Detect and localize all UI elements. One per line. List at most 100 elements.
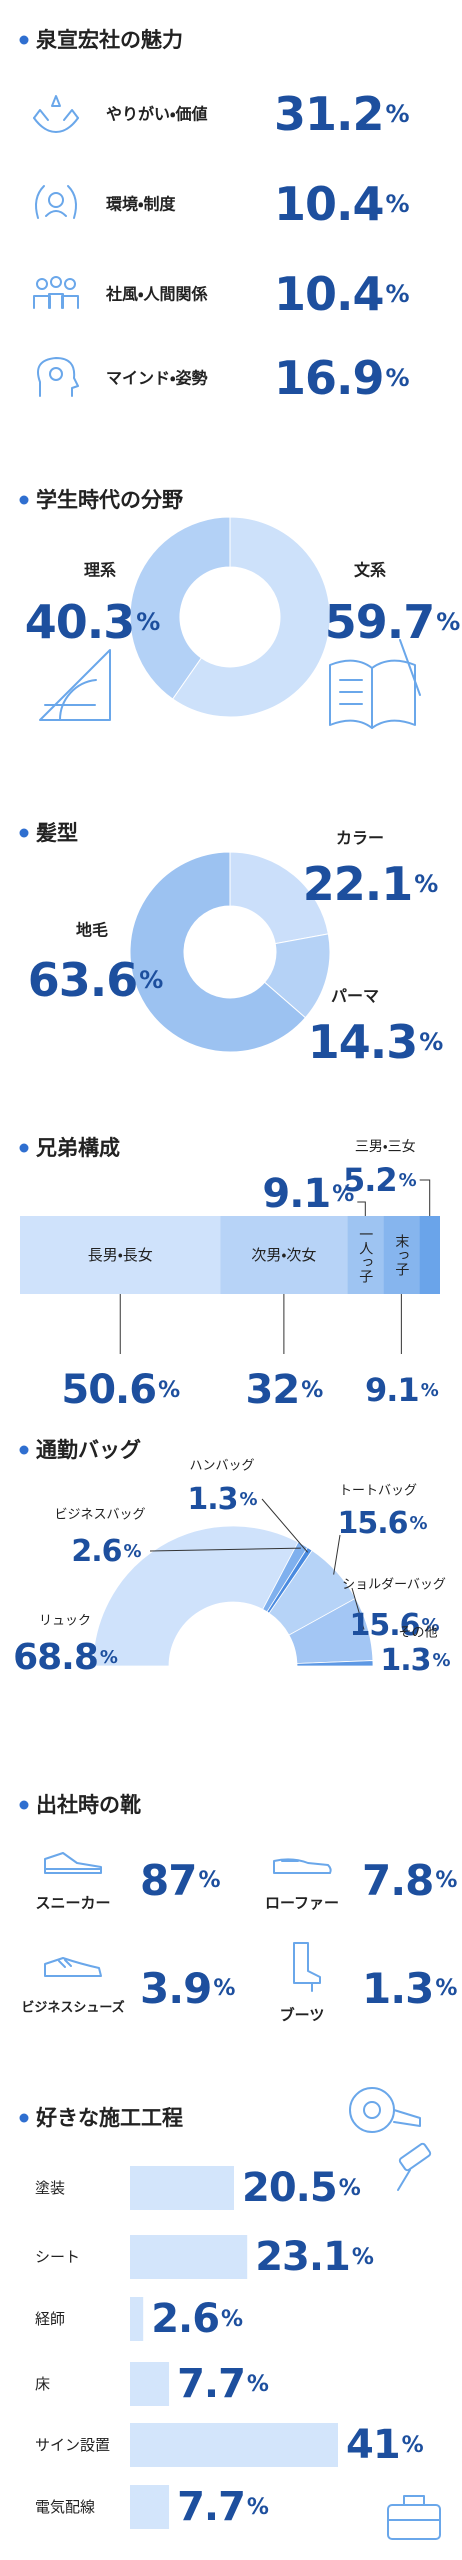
value-label: 1.3% [362,1964,457,2013]
donut-segment [129,516,231,700]
leader-line [149,1547,301,1552]
category-label: 理系 [84,561,116,580]
icon-part [64,278,76,290]
category-label: 三男・三女 [355,1139,416,1155]
icon-protractor [39,649,111,721]
category-label: 環境・制度 [106,195,176,214]
value-label: 15.6% [349,1608,439,1643]
header-dot [19,35,29,45]
category-label: 社風・人間関係 [105,285,208,304]
icon-toolbox [387,2495,441,2540]
section-title: 学生時代の分野 [36,488,183,512]
icon-book [329,639,421,729]
category-label: 経師 [35,2310,65,2328]
category-label: 文系 [354,561,386,580]
section-title: 泉宣宏社の魅力 [36,28,183,52]
value-label: 9.1% [262,1171,354,1217]
category-label: ビジネスバッグ [54,1508,145,1523]
category-label: サイン設置 [35,2436,110,2454]
value-label: 15.6% [337,1506,427,1541]
value-label: 2.6% [151,2296,243,2342]
leader-line [261,1498,309,1553]
bar [130,2423,338,2467]
leader-line [419,1179,431,1216]
category-label: 一人っ子 [357,1227,373,1284]
category-label: 次男・次女 [251,1246,316,1264]
value-label: 16.9% [274,351,410,405]
header-dot [19,2113,29,2123]
category-label: ショルダーバッグ [342,1578,446,1593]
value-label: 87% [140,1856,220,1905]
icon-part [49,367,63,381]
bar [130,2235,248,2279]
section-title: 好きな施工工程 [36,2106,183,2130]
icon [37,357,79,397]
icon-part [63,109,79,121]
icon [33,276,79,309]
category-label: カラー [336,829,384,848]
category-label: 塗装 [35,2179,65,2197]
icon-part [35,185,45,219]
icon-part [273,1858,332,1874]
bar [130,2362,170,2406]
icon-part [33,117,79,133]
category-label: やりがい・価値 [106,105,207,124]
category-label: ハンバッグ [189,1459,254,1474]
icon-part [45,210,67,217]
icon-part [44,1852,102,1874]
category-label: 地毛 [76,921,108,940]
icon [44,1852,102,1874]
leader-line [351,1587,365,1630]
donut-segment [263,933,331,1019]
value-label: 7.7% [177,2484,269,2530]
icon-part [51,95,61,107]
category-label: ブーツ [280,2006,325,2024]
category-label: 末っ子 [393,1234,409,1277]
donut-segment [172,516,331,718]
icon-part [50,276,62,288]
value-label: 23.1% [255,2234,374,2280]
icon [44,1957,102,1977]
donut-segment [129,851,307,1053]
header-dot [19,828,29,838]
header-dot [19,1445,29,1455]
value-label: 22.1% [303,857,439,911]
bar [130,2485,170,2529]
value-label: 5.2% [343,1161,417,1199]
icon-part [48,293,64,309]
value-label: 10.4% [274,177,410,231]
value-label: 40.3% [25,595,161,649]
donut-segment [229,851,329,945]
icon-part [58,1959,72,1968]
value-label: 1.3% [380,1643,450,1678]
category-label: 電気配線 [35,2498,95,2516]
halfdonut-segment [92,1525,299,1667]
icon [33,95,79,133]
icon-part [33,295,51,309]
value-label: 50.6% [61,1367,180,1413]
value-label: 3.9% [140,1964,235,2013]
header-dot [19,495,29,505]
section-title: 通勤バッグ [36,1438,141,1462]
icon-part [44,1957,102,1977]
icon-part [67,185,77,219]
value-label: 7.8% [362,1856,457,1905]
category-label: 長男・長女 [88,1246,153,1264]
icon [35,185,77,219]
icon [273,1858,332,1874]
bar-segment [220,1216,348,1294]
value-label: 68.8% [13,1637,118,1678]
value-label: 10.4% [274,267,410,321]
icon-part [37,357,79,397]
value-label: 59.7% [325,595,461,649]
category-label: ローファー [265,1894,339,1912]
category-label: ビジネスシューズ [21,2000,124,2016]
category-label: 床 [35,2375,50,2393]
bar [130,2297,144,2341]
leader-line [333,1534,341,1575]
icon-part [48,192,64,208]
section-title: 兄弟構成 [35,1136,120,1160]
icon-tape [349,2087,432,2191]
